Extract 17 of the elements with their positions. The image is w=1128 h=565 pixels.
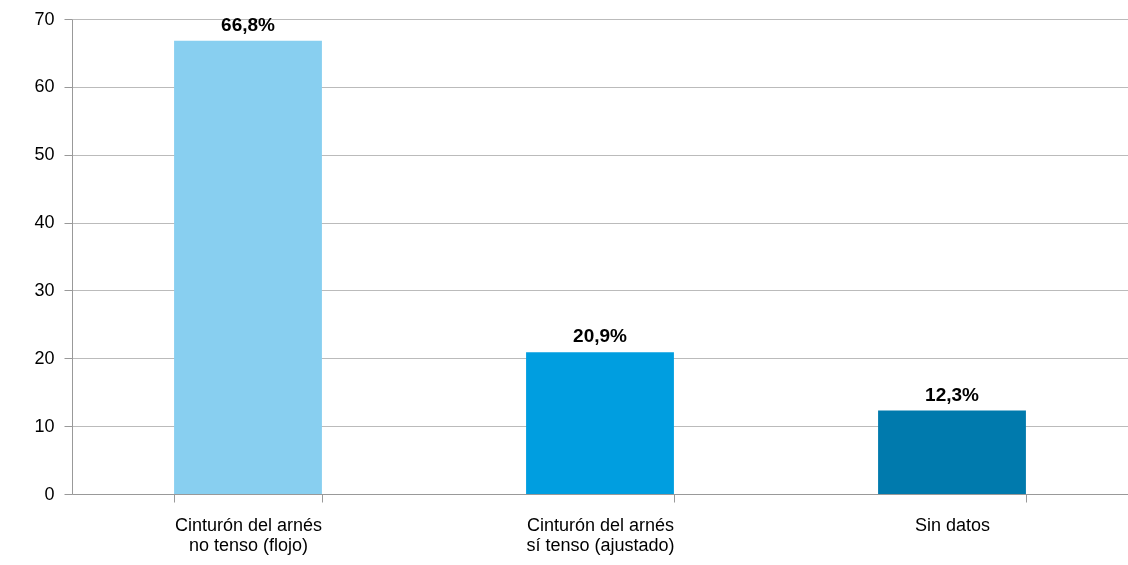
x-tick-label: Cinturón del arnés sí tenso (ajustado) (526, 514, 675, 555)
data-label: 12,3% (925, 383, 980, 405)
bar (878, 410, 1026, 494)
x-tick-label: Sin datos (914, 514, 991, 535)
y-tick-label: 30 (34, 279, 55, 300)
y-tick-label: 0 (44, 483, 55, 504)
y-tick-label: 60 (34, 76, 55, 97)
y-tick-label: 20 (34, 347, 55, 368)
y-tick-label: 50 (34, 144, 55, 165)
x-tick-label: Cinturón del arnés no tenso (flojo) (174, 514, 323, 555)
bar (174, 40, 322, 494)
bar (526, 352, 674, 494)
data-label: 20,9% (573, 325, 628, 347)
y-tick-label: 10 (34, 415, 55, 436)
data-label: 66,8% (221, 13, 276, 35)
y-tick-label: 70 (34, 8, 55, 29)
y-tick-label: 40 (34, 212, 55, 233)
